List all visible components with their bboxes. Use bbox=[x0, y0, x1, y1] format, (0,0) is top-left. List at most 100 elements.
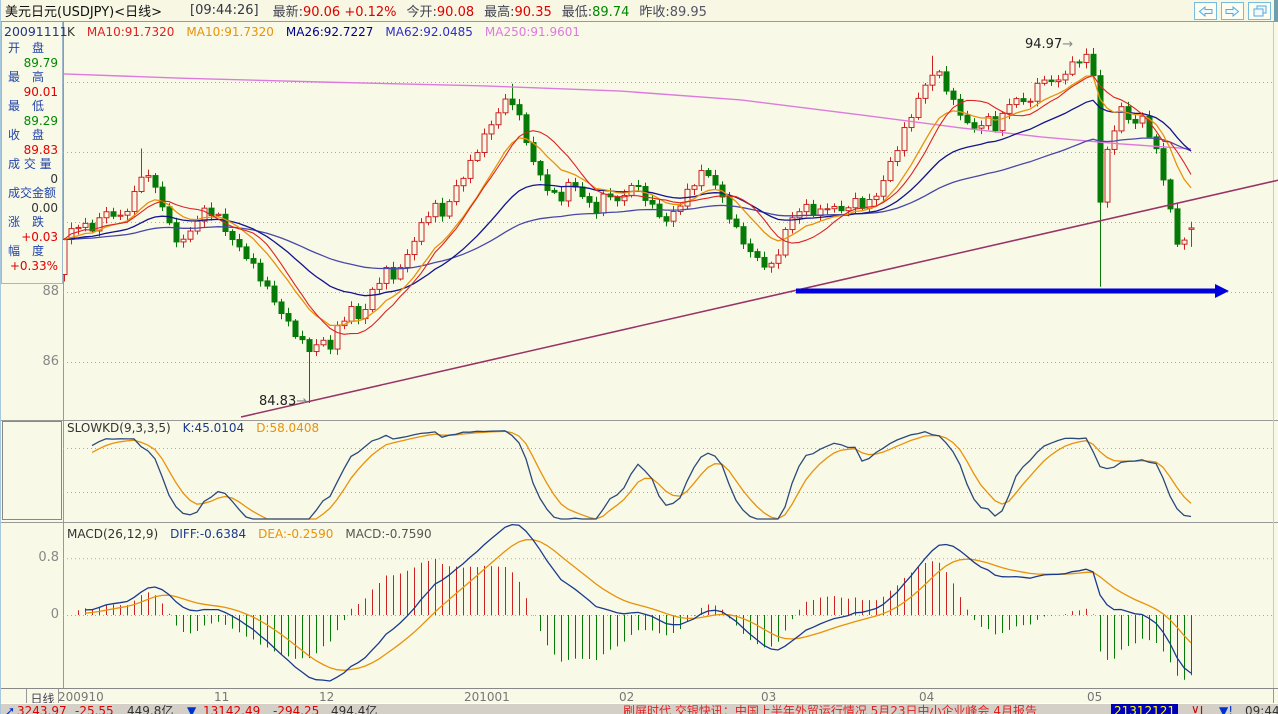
window-frame-strip bbox=[1274, 0, 1278, 21]
macd-legend: MACD(26,12,9) DIFF:-0.6384 DEA:-0.2590 MACD… bbox=[67, 527, 432, 541]
y-axis-label: 86 bbox=[42, 354, 59, 369]
back-button[interactable] bbox=[1194, 2, 1217, 20]
quote-row-value: 89.79 bbox=[23, 56, 58, 70]
macd-label: MACD(26,12,9) bbox=[67, 527, 159, 541]
arrow-right-glyph: → bbox=[296, 394, 308, 409]
macd-label: DIFF:-0.6384 bbox=[170, 527, 247, 541]
status-item[interactable]: 21312121 bbox=[1111, 704, 1179, 714]
quote-row-label: 收 盘 bbox=[8, 128, 45, 142]
quote-row: 开 盘 89.79 bbox=[2, 39, 62, 70]
quote-field-label: 今开: bbox=[406, 5, 437, 20]
quote-field-value: 90.35 bbox=[514, 5, 552, 20]
axis-divider bbox=[58, 689, 59, 704]
status-item: ⊻ǀ bbox=[1191, 704, 1204, 714]
quote-row: 涨 跌 +0.03 bbox=[2, 213, 62, 244]
quote-field-label: 最高: bbox=[484, 5, 515, 20]
quote-row-value: +0.33% bbox=[9, 259, 58, 273]
axis-divider bbox=[1273, 689, 1274, 704]
y-axis-label: 0.8 bbox=[38, 550, 59, 565]
quote-field-label: 最新: bbox=[272, 5, 303, 20]
quote-time: [09:44:26] bbox=[190, 3, 259, 18]
status-item: 13142.49 bbox=[203, 704, 261, 714]
quote-row-label: 成 交 量 bbox=[8, 157, 52, 171]
arrow-right-glyph: → bbox=[1062, 37, 1074, 52]
quote-row: 最 低 89.29 bbox=[2, 97, 62, 128]
quote-field: 今开:90.08 bbox=[407, 1, 475, 20]
quote-row-label: 成交金额 bbox=[8, 186, 57, 200]
quote-fields: 最新:90.06 +0.12% 今开:90.08 最高:90.35 最低:89.74 昨… bbox=[273, 1, 717, 20]
period-tab-daily[interactable]: 日线 bbox=[30, 692, 55, 706]
ma-label: MA10:91.7320 bbox=[86, 25, 175, 39]
quote-row: 收 盘 89.83 bbox=[2, 126, 62, 157]
quote-row-value: +0.03 bbox=[21, 230, 58, 244]
quote-row-label: 最 低 bbox=[8, 99, 45, 113]
quote-row-value: 0.00 bbox=[31, 201, 58, 215]
ma-legend: K MA10:91.7320 MA10:91.7320 MA26:92.7227 MA6… bbox=[67, 25, 580, 39]
low-annotation: 84.83→ bbox=[259, 394, 307, 409]
status-item: 494.4亿 bbox=[331, 704, 378, 714]
ma-label: MA10:91.7320 bbox=[186, 25, 274, 39]
window-buttons bbox=[1194, 2, 1271, 20]
forward-button[interactable] bbox=[1221, 2, 1244, 20]
quote-field-value: 90.08 bbox=[436, 5, 475, 20]
x-axis-tick: 04 bbox=[919, 690, 935, 704]
cascade-windows-icon bbox=[1253, 5, 1266, 17]
quote-field: 最高:90.35 bbox=[484, 1, 552, 20]
quote-field: 昨收:89.95 bbox=[639, 1, 707, 20]
status-item: ▼! bbox=[1219, 704, 1234, 714]
axis-divider bbox=[26, 689, 27, 704]
low-price-text: 84.83 bbox=[259, 394, 297, 409]
x-axis-tick: 02 bbox=[619, 690, 635, 704]
slowkd-label: SLOWKD(9,3,3,5) bbox=[67, 421, 171, 435]
quote-row-label: 最 高 bbox=[8, 70, 45, 84]
y-axis-label: 0 bbox=[50, 607, 59, 622]
quote-field-value: 90.06 +0.12% bbox=[302, 5, 397, 20]
x-axis-tick: 11 bbox=[214, 690, 230, 704]
high-price-text: 94.97 bbox=[1025, 37, 1063, 52]
status-item: 刷屏时代 交银快讯：中国上半年外贸运行情况 5月23日中小企业峰会 4月报告 bbox=[623, 704, 1037, 714]
symbol-title: 美元日元(USDJPY)<日线> bbox=[5, 5, 163, 20]
indicator-info-box bbox=[2, 421, 62, 520]
cascade-button[interactable] bbox=[1248, 2, 1271, 20]
status-item: 3243.97 bbox=[17, 704, 67, 714]
status-item: -294.25 bbox=[273, 704, 320, 714]
quote-row-label: 涨 跌 bbox=[8, 215, 45, 229]
status-item: -25.55 bbox=[75, 704, 114, 714]
quote-row-value: 89.29 bbox=[23, 114, 58, 128]
quote-field-label: 最低: bbox=[561, 5, 593, 20]
quote-field-value: 89.74 bbox=[592, 5, 630, 20]
ma-label: MA250:91.9601 bbox=[484, 25, 581, 39]
quote-date: 20091111 bbox=[4, 24, 68, 39]
slowkd-label: D:58.0408 bbox=[256, 421, 320, 435]
x-axis-tick: 201001 bbox=[464, 690, 510, 704]
x-axis-bar: 日线 200910 11 12 201001 02 03 04 05 bbox=[1, 688, 1278, 706]
arrow-left-icon bbox=[1198, 5, 1213, 17]
ma-label: MA62:92.0485 bbox=[385, 25, 473, 39]
quote-row-label: 开 盘 bbox=[8, 41, 45, 55]
quote-row: 成交金额 0.00 bbox=[2, 184, 62, 215]
quote-row: 幅 度 +0.33% bbox=[2, 242, 62, 273]
slowkd-label: K:45.0104 bbox=[182, 421, 245, 435]
x-axis-tick: 03 bbox=[761, 690, 777, 704]
ma-label: K bbox=[67, 25, 75, 39]
y-axis-label: 88 bbox=[42, 284, 59, 299]
quote-row-value: 89.83 bbox=[23, 143, 58, 157]
status-item: 09:44 bbox=[1245, 704, 1278, 714]
high-annotation: 94.97→ bbox=[1025, 37, 1073, 52]
quote-field: 最低:89.74 bbox=[562, 1, 630, 20]
ma-label: MA26:92.7227 bbox=[285, 25, 374, 39]
x-axis-tick: 12 bbox=[319, 690, 335, 704]
x-axis-tick: 05 bbox=[1087, 690, 1103, 704]
quote-sidebar: 20091111 开 盘 89.79 最 高 90.01 最 低 89.29 收 盘 89.8… bbox=[1, 22, 68, 284]
quote-row: 最 高 90.01 bbox=[2, 68, 62, 99]
quote-rows: 开 盘 89.79 最 高 90.01 最 低 89.29 收 盘 89.83 成 交 量 0 成交… bbox=[2, 39, 62, 273]
x-axis-tick: 200910 bbox=[58, 690, 104, 704]
macd-label: DEA:-0.2590 bbox=[258, 527, 334, 541]
status-bar: ➚ 3243.97 -25.55 449.8亿 ▼ 13142.49 -294.25 494.… bbox=[1, 703, 1278, 714]
quote-row-label: 幅 度 bbox=[8, 244, 45, 258]
macd-label: MACD:-0.7590 bbox=[345, 527, 432, 541]
status-item: ➚ bbox=[5, 704, 16, 714]
